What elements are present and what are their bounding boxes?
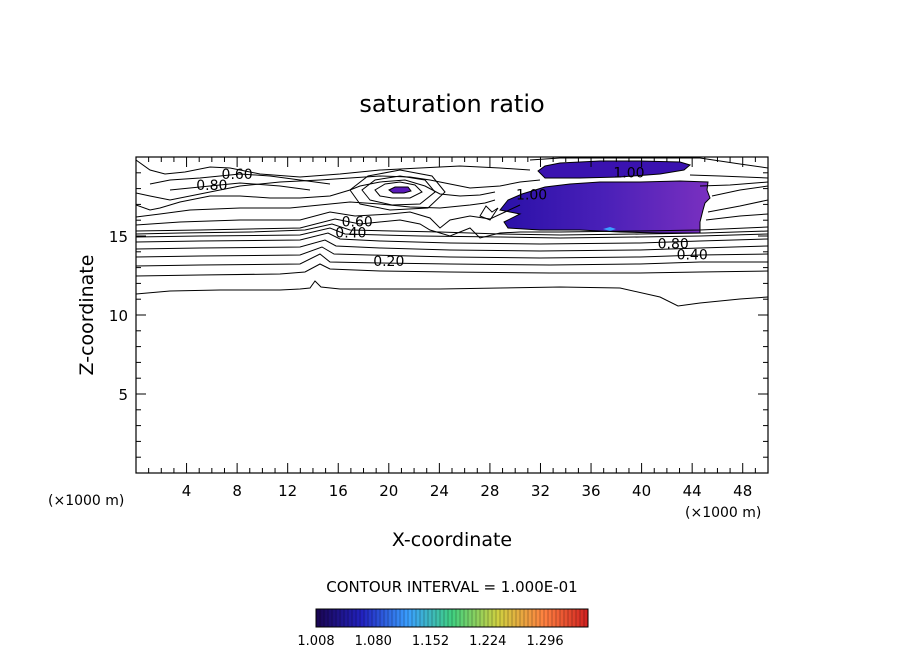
x-tick-label: 8 [232, 482, 242, 500]
colorbar-labels: 1.008 1.080 1.152 1.224 1.296 [297, 634, 563, 649]
x-axis-label: X-coordinate [392, 529, 512, 551]
contour-line [136, 223, 768, 236]
x-tick-label: 4 [182, 482, 192, 500]
contour-line [374, 181, 423, 199]
x-axis-unit: (×1000 m) [685, 505, 761, 521]
supersaturated-region-cyan [603, 227, 616, 231]
x-tick-label: 24 [430, 482, 449, 500]
contour-label: 0.20 [373, 254, 404, 270]
contour-line [136, 199, 496, 218]
contour-label: 1.00 [613, 166, 644, 182]
colorbar-tick-label: 1.296 [526, 634, 563, 649]
contour-line [699, 181, 768, 187]
colorbar-tick-label: 1.080 [355, 634, 392, 649]
contour-label: 0.80 [658, 237, 689, 253]
y-axis-label: Z-coordinate [76, 255, 98, 376]
filled-regions [388, 160, 711, 234]
y-tick-label: 10 [109, 307, 128, 325]
contour-line [361, 175, 436, 206]
contour-line [136, 280, 768, 307]
x-tick-label: 16 [329, 482, 348, 500]
contour-line [689, 174, 768, 179]
contour-line [136, 159, 531, 178]
colorbar-tick-label: 1.008 [297, 634, 334, 649]
y-tick-label: 5 [118, 386, 128, 404]
supersaturated-region-upper [537, 160, 692, 179]
contour-label: 0.40 [677, 248, 708, 264]
contour-labels: 0.600.801.001.000.600.400.200.800.40 [196, 166, 707, 270]
contour-line [479, 205, 499, 221]
x-tick-label: 32 [531, 482, 550, 500]
colorbar [315, 608, 589, 628]
contour-line [169, 182, 311, 191]
x-tick-label: 12 [278, 482, 297, 500]
chart-title: saturation ratio [359, 90, 544, 118]
contour-line [136, 218, 768, 239]
colorbar-tick-label: 1.224 [469, 634, 506, 649]
contour-label: 0.60 [342, 215, 373, 231]
contour-line [707, 199, 768, 213]
contour-line [136, 175, 541, 201]
supersaturated-region-main [499, 180, 711, 234]
y-tick-label: 15 [109, 228, 128, 246]
contour-line [711, 185, 768, 197]
x-tick-label: 20 [379, 482, 398, 500]
contour-label: 1.00 [516, 188, 547, 204]
x-tick-label: 40 [632, 482, 651, 500]
contour-line [136, 204, 521, 229]
supersaturated-region-small [388, 186, 412, 194]
contour-interval-text: CONTOUR INTERVAL = 1.000E-01 [326, 578, 577, 596]
contour-lines [136, 157, 768, 307]
contour-line [705, 213, 768, 221]
contour-line [136, 263, 768, 277]
x-tick-label: 28 [480, 482, 499, 500]
contour-line [136, 227, 768, 239]
contour-line [136, 232, 768, 245]
contour-line [349, 169, 446, 211]
contour-line [136, 179, 496, 211]
contour-line [136, 246, 768, 259]
colorbar-tick-label: 1.152 [412, 634, 449, 649]
y-axis-unit: (×1000 m) [48, 493, 124, 509]
x-tick-label: 48 [733, 482, 752, 500]
axis-ticks [136, 157, 768, 473]
contour-label: 0.80 [196, 178, 227, 194]
contour-label: 0.40 [335, 226, 366, 242]
x-tick-label: 36 [581, 482, 600, 500]
x-tick-label: 44 [683, 482, 702, 500]
contour-line [136, 239, 768, 252]
colorbar-stripes [319, 609, 585, 627]
contour-line [149, 173, 331, 185]
contour-line [529, 157, 768, 169]
contour-line [136, 253, 768, 267]
contour-label: 0.60 [222, 167, 253, 183]
